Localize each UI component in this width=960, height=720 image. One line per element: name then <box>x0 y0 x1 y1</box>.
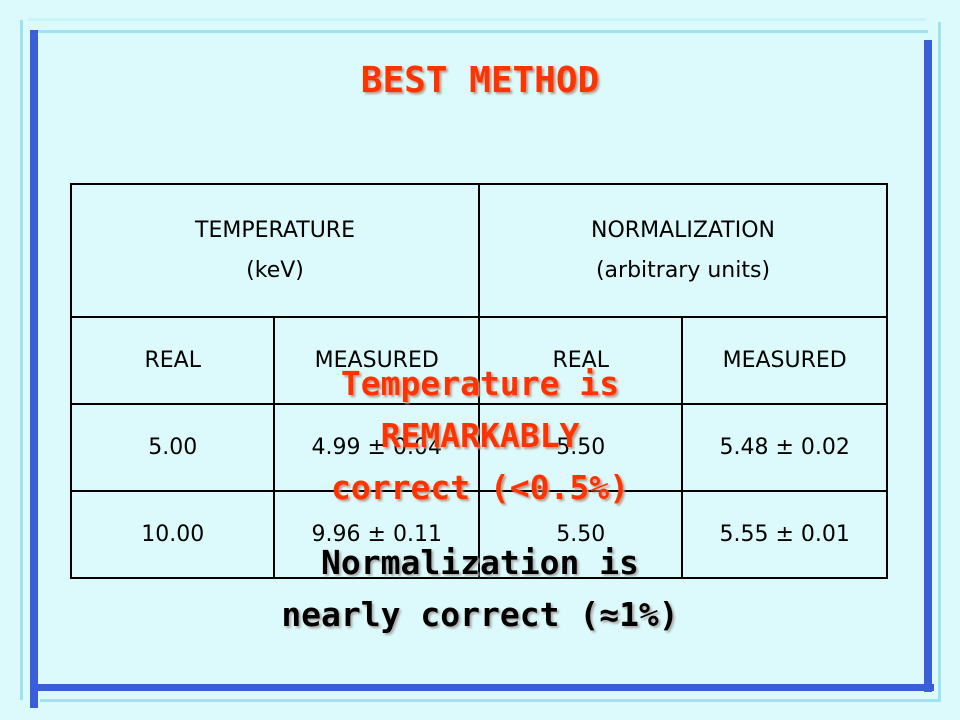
data-cell: 5.48 ± 0.02 <box>681 403 888 492</box>
note-line: nearly correct (≈1%) <box>281 595 679 634</box>
subheader-cell: REAL <box>478 316 684 405</box>
frame-right-line <box>938 22 941 702</box>
data-cell: 10.00 <box>69 490 276 579</box>
data-cell: 4.99 ± 0.04 <box>273 403 481 492</box>
results-table: TEMPERATURE (keV) NORMALIZATION (arbitrary… <box>69 183 888 579</box>
header-text: (keV) <box>246 257 304 283</box>
slide-title: BEST METHOD <box>360 60 600 101</box>
data-cell: 5.00 <box>69 403 276 492</box>
note-line: Normalization is <box>321 543 639 582</box>
frame-top-line <box>28 18 926 21</box>
frame-top-line <box>36 30 928 33</box>
frame-right-bar <box>924 40 932 692</box>
header-text: NORMALIZATION <box>591 217 775 243</box>
frame-left-bar <box>30 30 38 708</box>
subheader-cell: REAL <box>69 316 276 405</box>
note-line: REMARKABLY <box>380 416 580 455</box>
subheader-cell: MEASURED <box>273 316 481 405</box>
note-line: correct (<0.5%) <box>330 468 629 507</box>
header-cell: TEMPERATURE (keV) <box>69 183 481 318</box>
frame-bottom-bar <box>38 684 934 691</box>
subheader-cell: MEASURED <box>681 316 888 405</box>
temperature-note: Temperature is REMARKABLY correct (<0.5%) <box>0 358 960 514</box>
frame-bottom-line <box>40 699 940 702</box>
header-cell: NORMALIZATION (arbitrary units) <box>478 183 888 318</box>
data-cell: 5.55 ± 0.01 <box>681 490 888 579</box>
note-line: Temperature is <box>340 364 620 403</box>
frame-left-line <box>20 20 23 700</box>
data-cell: 5.50 <box>478 403 684 492</box>
header-text: (arbitrary units) <box>595 257 771 283</box>
data-cell: 9.96 ± 0.11 <box>273 490 481 579</box>
normalization-note: Normalization is nearly correct (≈1%) <box>0 537 960 641</box>
header-text: TEMPERATURE <box>195 217 355 243</box>
data-cell: 5.50 <box>478 490 684 579</box>
